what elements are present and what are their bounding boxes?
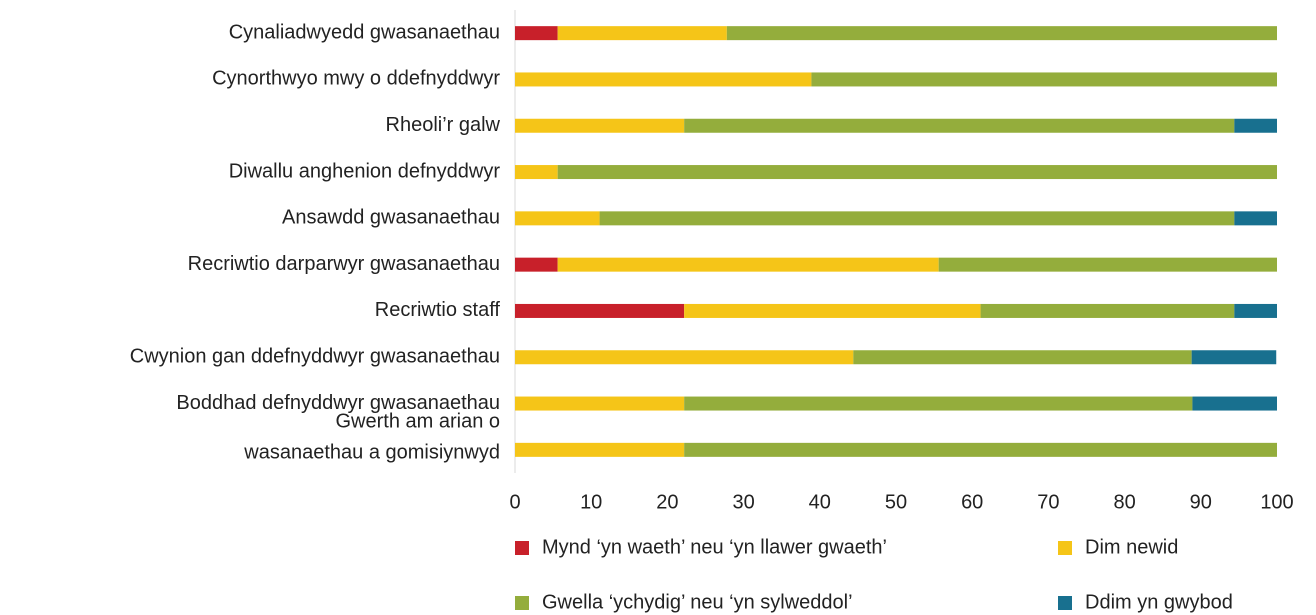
legend-label: Ddim yn gwybod xyxy=(1085,591,1233,613)
legend-swatch xyxy=(1058,596,1072,610)
bar-segment xyxy=(980,303,1235,318)
x-tick-label: 70 xyxy=(1037,491,1059,513)
bar-segment xyxy=(557,165,1277,180)
bar-segment xyxy=(684,303,981,318)
x-tick-label: 20 xyxy=(656,491,678,513)
x-tick-label: 50 xyxy=(885,491,907,513)
x-tick-label: 0 xyxy=(509,491,520,513)
bar-segment xyxy=(557,257,939,272)
y-tick-label: Cynorthwyo mwy o ddefnyddwyr xyxy=(212,68,500,90)
label-line: Gwerth am arian o xyxy=(335,411,500,433)
bar-segment xyxy=(515,72,812,87)
y-tick-label: Rheoli’r galw xyxy=(386,114,501,136)
x-tick-label: 30 xyxy=(732,491,754,513)
bar-segment xyxy=(515,396,685,411)
bar-segment xyxy=(1234,211,1277,226)
legend-label: Gwella ‘ychydig’ neu ‘yn sylweddol’ xyxy=(542,591,853,613)
bar-segment xyxy=(1192,396,1277,411)
legend-label: Dim newid xyxy=(1085,536,1178,558)
legend-swatch xyxy=(515,541,529,555)
x-tick-label: 100 xyxy=(1260,491,1293,513)
bar-segment xyxy=(684,396,1193,411)
bar-segment xyxy=(515,257,558,272)
bar-segment xyxy=(515,350,854,365)
x-tick-label: 40 xyxy=(809,491,831,513)
y-tick-label: Recriwtio staff xyxy=(375,299,501,321)
bar-segment xyxy=(515,303,685,318)
bar-segment xyxy=(684,118,1235,133)
y-tick-label: Recriwtio darparwyr gwasanaethau xyxy=(188,253,500,275)
y-tick-label: Boddhad defnyddwyr gwasanaethau xyxy=(176,392,500,414)
bar-segment xyxy=(726,26,1277,41)
y-tick-label: Ansawdd gwasanaethau xyxy=(282,207,500,229)
bar-segment xyxy=(684,442,1277,457)
bar-segment xyxy=(515,442,685,457)
legend-swatch xyxy=(1058,541,1072,555)
y-tick-label: Gwerth am arian o wasanaethau a gomisiynw… xyxy=(243,411,500,464)
bar-segment xyxy=(1191,350,1277,365)
legend-label: Mynd ‘yn waeth’ neu ‘yn llawer gwaeth’ xyxy=(542,536,887,558)
y-tick-label: Diwallu anghenion defnyddwyr xyxy=(229,160,501,182)
bar-segment xyxy=(1234,118,1277,133)
y-tick-label: Cwynion gan ddefnyddwyr gwasanaethau xyxy=(130,346,500,368)
bar-segment xyxy=(599,211,1235,226)
bar-segment xyxy=(557,26,727,41)
bar-segment xyxy=(515,118,685,133)
legend-swatch xyxy=(515,596,529,610)
x-tick-label: 90 xyxy=(1190,491,1212,513)
y-tick-label: Cynaliadwyedd gwasanaethau xyxy=(229,21,500,43)
bar-segment xyxy=(811,72,1277,87)
x-tick-label: 80 xyxy=(1113,491,1135,513)
x-tick-label: 60 xyxy=(961,491,983,513)
bar-segment xyxy=(515,211,600,226)
bar-segment xyxy=(515,26,558,41)
bar-segment xyxy=(1234,303,1277,318)
bar-segment xyxy=(515,165,558,180)
label-line: wasanaethau a gomisiynwyd xyxy=(243,442,500,464)
x-tick-label: 10 xyxy=(580,491,602,513)
bar-segment xyxy=(938,257,1277,272)
bar-segment xyxy=(853,350,1192,365)
